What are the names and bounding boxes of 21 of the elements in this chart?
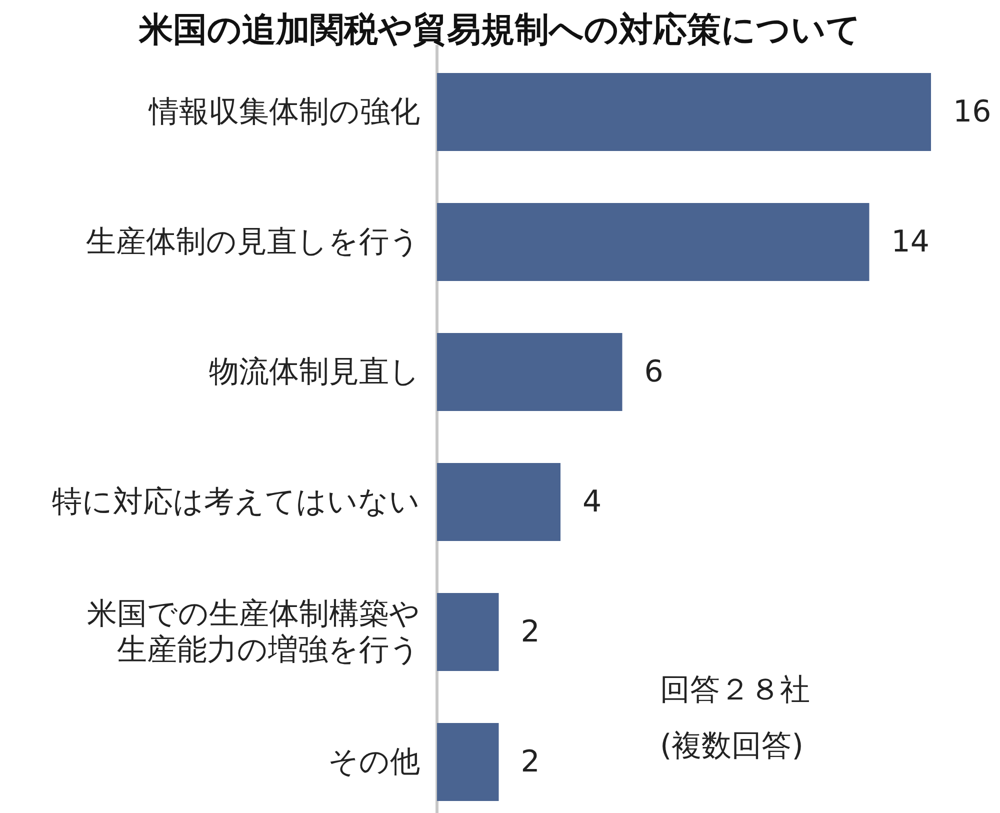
bar — [437, 463, 560, 541]
bar — [437, 333, 622, 411]
data-label: 4 — [582, 484, 602, 520]
data-label: 2 — [520, 614, 540, 650]
annotation: (複数回答) — [660, 728, 804, 764]
y-tick-label: 生産体制の見直しを行う — [86, 224, 420, 260]
bar — [437, 203, 870, 281]
y-tick-label: 米国での生産体制構築や生産能力の増強を行う — [87, 596, 420, 668]
data-label: 2 — [520, 744, 540, 780]
y-tick-label: 物流体制見直し — [209, 354, 420, 390]
data-label: 6 — [644, 354, 664, 390]
annotation: 回答２８社 — [660, 672, 810, 708]
data-label: 16 — [953, 94, 992, 130]
bar — [437, 723, 499, 801]
bar — [437, 73, 931, 151]
y-tick-label: 特に対応は考えてはいない — [52, 484, 420, 520]
data-label: 14 — [891, 224, 930, 260]
y-tick-label: その他 — [328, 744, 420, 780]
bar — [437, 593, 499, 671]
y-tick-label: 情報収集体制の強化 — [148, 94, 420, 130]
chart-title: 米国の追加関税や貿易規制への対応策について — [138, 10, 861, 50]
